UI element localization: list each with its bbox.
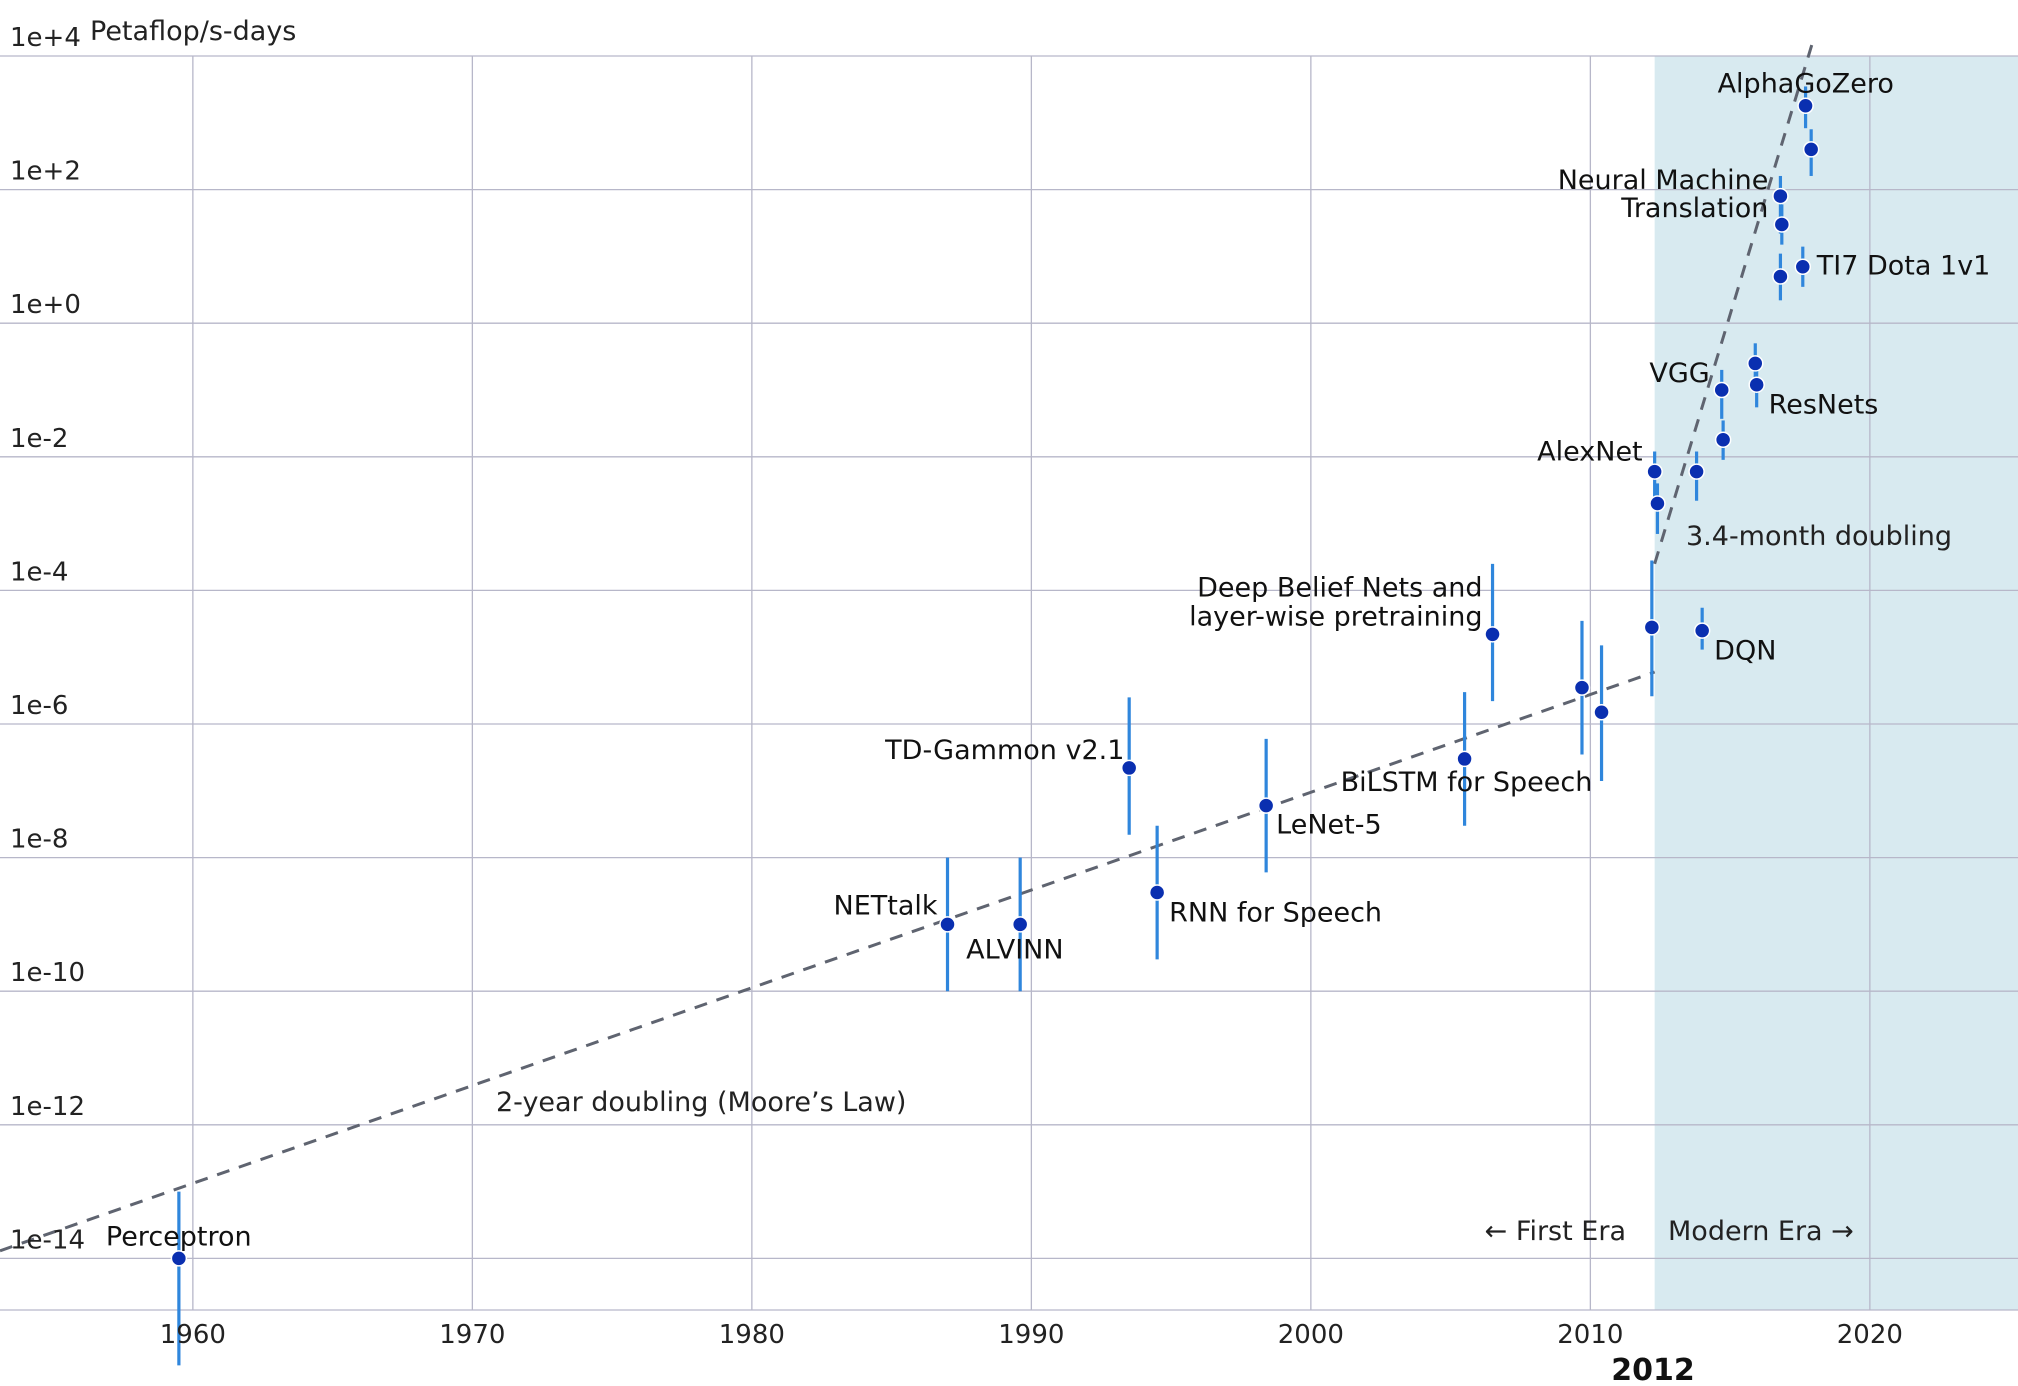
y-tick-label: 1e-10 bbox=[10, 958, 85, 988]
modern-era-label: Modern Era → bbox=[1668, 1216, 1854, 1247]
y-tick-label: 1e+2 bbox=[10, 157, 81, 187]
x-tick-label: 1980 bbox=[719, 1320, 785, 1350]
data-point bbox=[1593, 703, 1610, 721]
data-point bbox=[1011, 916, 1029, 933]
y-tick-label: 1e+0 bbox=[10, 290, 81, 320]
y-tick-label: 1e+4 bbox=[10, 23, 81, 53]
y-tick-label: 1e-2 bbox=[10, 424, 68, 454]
point-label: LeNet-5 bbox=[1276, 810, 1382, 841]
point-label: TD-Gammon v2.1 bbox=[884, 735, 1124, 766]
point-label-line: Neural Machine bbox=[1558, 165, 1769, 196]
data-point bbox=[939, 916, 956, 933]
data-point bbox=[1773, 216, 1791, 233]
data-point bbox=[1714, 431, 1732, 448]
y-axis-ticks: 1e+4 1e+2 1e+0 1e-2 1e-4 1e-6 1e-8 1e-10 1e-12 1e… bbox=[10, 23, 85, 1255]
x-axis-ticks: 1960 1970 1980 1990 2000 2010 2020 bbox=[160, 1320, 1903, 1350]
data-point bbox=[1713, 381, 1730, 399]
data-point bbox=[1643, 619, 1661, 636]
point-label: Neural Machine Translation bbox=[1558, 165, 1769, 224]
data-point bbox=[1148, 884, 1166, 901]
trend-lines bbox=[0, 41, 1815, 1253]
x-tick-label: 2020 bbox=[1837, 1320, 1903, 1350]
point-label: NETtalk bbox=[834, 890, 938, 921]
data-point bbox=[170, 1250, 188, 1267]
first-era-label: ← First Era bbox=[1485, 1216, 1626, 1247]
data-point bbox=[1649, 495, 1666, 512]
grid-lines bbox=[0, 55, 2018, 1311]
point-label: AlexNet bbox=[1537, 437, 1642, 468]
x-tick-label: 1960 bbox=[160, 1320, 226, 1350]
data-point bbox=[1747, 355, 1764, 372]
y-tick-label: 1e-12 bbox=[10, 1092, 85, 1122]
y-tick-label: 1e-4 bbox=[10, 557, 68, 587]
point-label: ResNets bbox=[1769, 390, 1879, 421]
point-label: VGG bbox=[1649, 358, 1709, 389]
highlight-year-label: 2012 bbox=[1611, 1353, 1695, 1386]
y-tick-label: 1e-6 bbox=[10, 691, 68, 721]
x-tick-label: 2000 bbox=[1278, 1320, 1344, 1350]
data-point bbox=[1772, 187, 1789, 205]
data-point bbox=[1748, 376, 1765, 393]
data-point bbox=[1794, 258, 1812, 275]
moores-law-trend-line bbox=[0, 670, 1656, 1253]
point-label: DQN bbox=[1714, 636, 1776, 667]
x-tick-label: 1970 bbox=[439, 1320, 505, 1350]
modern-doubling-label: 3.4-month doubling bbox=[1686, 521, 1952, 552]
point-label: Deep Belief Nets and layer-wise pretraini… bbox=[1189, 572, 1482, 632]
x-tick-label: 2010 bbox=[1557, 1320, 1623, 1350]
data-point bbox=[1693, 622, 1711, 639]
modern-era-shading bbox=[1654, 56, 2018, 1310]
data-point bbox=[1802, 141, 1820, 158]
error-bars bbox=[177, 86, 1813, 1366]
data-point bbox=[1257, 797, 1275, 814]
data-point bbox=[1484, 626, 1501, 643]
y-axis-unit-label: Petaflop/s-days bbox=[90, 16, 296, 47]
data-points bbox=[170, 97, 1820, 1267]
point-labels: Perceptron NETtalk ALVINN TD-Gammon v2.1 RNN… bbox=[106, 69, 1990, 1253]
point-label: Perceptron bbox=[106, 1221, 252, 1252]
point-label: RNN for Speech bbox=[1169, 898, 1382, 929]
point-label: BiLSTM for Speech bbox=[1341, 767, 1593, 798]
point-label-line: Deep Belief Nets and bbox=[1197, 572, 1482, 603]
data-point bbox=[1772, 268, 1789, 285]
data-point bbox=[1797, 97, 1814, 114]
point-label-line: layer-wise pretraining bbox=[1189, 601, 1482, 632]
moores-law-label: 2-year doubling (Moore’s Law) bbox=[496, 1087, 906, 1118]
data-point bbox=[1573, 679, 1591, 696]
point-label: TI7 Dota 1v1 bbox=[1816, 251, 1991, 282]
point-label: AlphaGoZero bbox=[1718, 69, 1894, 100]
y-tick-label: 1e-8 bbox=[10, 825, 68, 855]
data-point bbox=[1688, 463, 1705, 480]
y-tick-label: 1e-14 bbox=[10, 1225, 85, 1255]
point-label-line: Translation bbox=[1620, 193, 1768, 224]
point-label: ALVINN bbox=[966, 934, 1063, 965]
data-point bbox=[1456, 750, 1473, 768]
data-point bbox=[1646, 463, 1663, 480]
x-tick-label: 1990 bbox=[998, 1320, 1064, 1350]
data-point bbox=[1120, 759, 1138, 777]
